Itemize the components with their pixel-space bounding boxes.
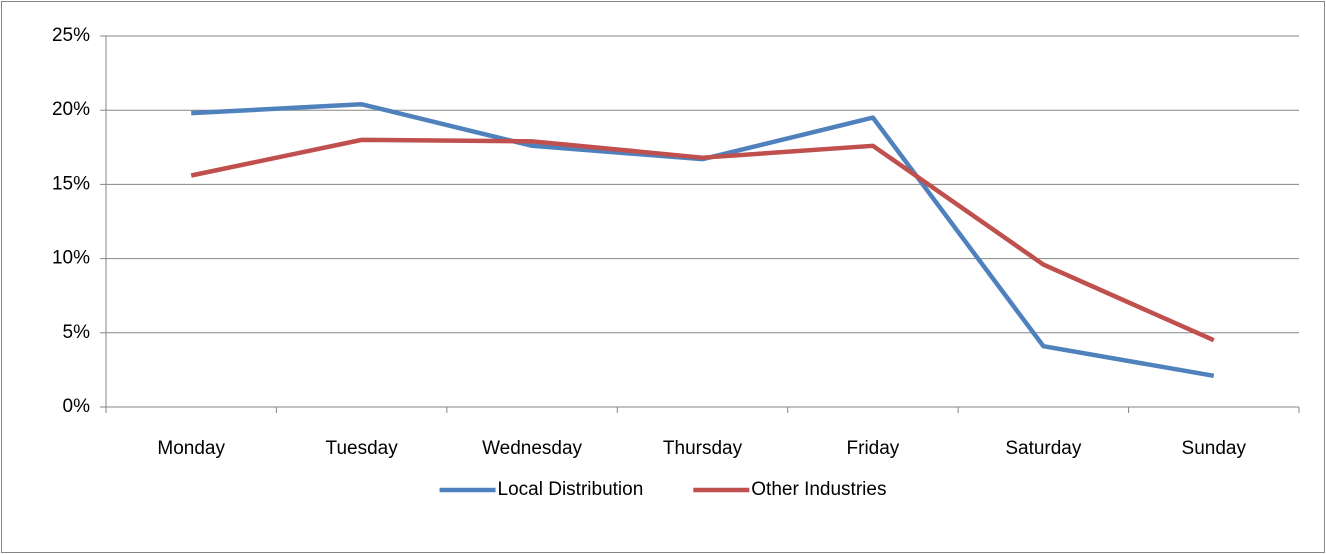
y-tick-label: 0% bbox=[63, 396, 91, 417]
series-line bbox=[190, 137, 1215, 343]
x-tick-label: Thursday bbox=[663, 438, 743, 459]
x-tick-label: Monday bbox=[157, 438, 225, 459]
y-tick-label: 5% bbox=[63, 322, 91, 343]
x-tick-label: Friday bbox=[847, 438, 900, 459]
x-tick-label: Wednesday bbox=[482, 438, 582, 459]
legend-label: Local Distribution bbox=[498, 479, 644, 500]
y-tick-label: 20% bbox=[52, 99, 90, 120]
x-tick-label: Saturday bbox=[1005, 438, 1082, 459]
y-tick-label: 10% bbox=[52, 248, 90, 269]
y-tick-label: 25% bbox=[52, 25, 90, 46]
y-tick-label: 15% bbox=[52, 173, 90, 194]
x-tick-label: Sunday bbox=[1182, 438, 1247, 459]
x-tick-label: Tuesday bbox=[326, 438, 399, 459]
legend-label: Other Industries bbox=[751, 479, 886, 500]
